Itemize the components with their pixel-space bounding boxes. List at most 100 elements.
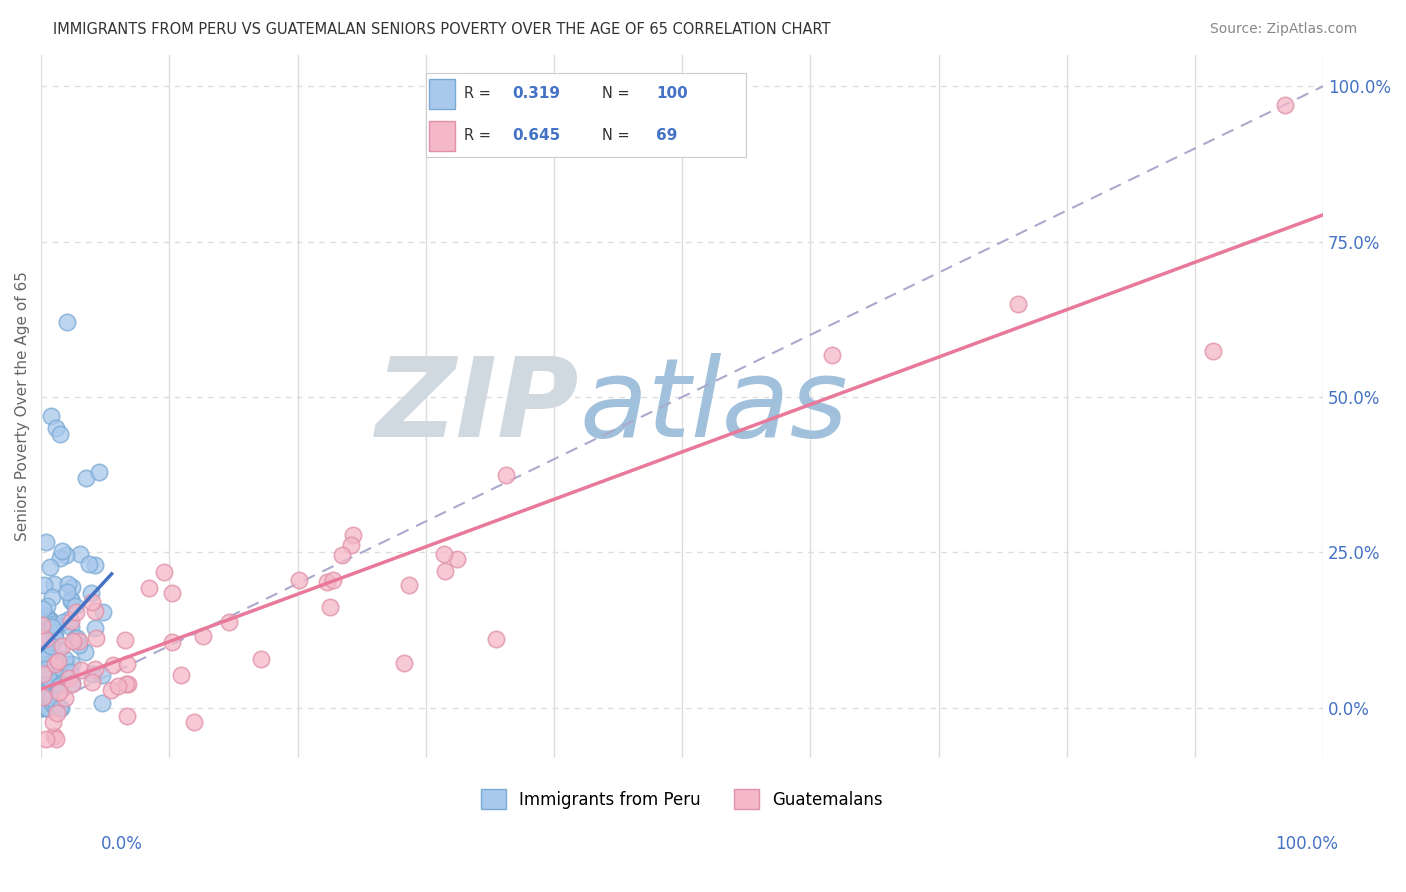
Point (152, 565, 174, 579)
Point (34, 649, 56, 664)
Point (38, 612, 60, 626)
Point (48, 654, 70, 668)
Text: ZIP: ZIP (375, 353, 579, 460)
Point (37, 599, 59, 613)
Point (31, 618, 53, 632)
Point (60, 675, 83, 690)
Point (87, 465, 110, 479)
Point (38, 637, 60, 651)
Point (48, 685, 70, 699)
Point (80, 594, 103, 608)
Point (39, 620, 62, 634)
Point (46, 641, 69, 656)
Point (91, 668, 114, 682)
Point (37, 667, 59, 681)
Point (288, 573, 311, 587)
Point (31, 602, 53, 616)
Point (322, 573, 344, 587)
Point (107, 680, 129, 694)
Point (42, 698, 65, 712)
Point (58, 671, 80, 685)
Point (35, 662, 58, 676)
Point (59, 591, 82, 606)
Point (35, 701, 58, 715)
Text: atlas: atlas (579, 353, 848, 460)
Point (392, 656, 415, 670)
Point (31, 617, 53, 632)
Point (66, 632, 89, 646)
Point (34, 642, 56, 657)
Point (49, 678, 72, 692)
Point (32, 667, 55, 681)
Text: Source: ZipAtlas.com: Source: ZipAtlas.com (1209, 22, 1357, 37)
Point (56, 576, 79, 591)
Point (162, 635, 184, 649)
Point (37, 618, 59, 632)
Point (1007, 297, 1029, 311)
Point (398, 577, 420, 591)
Point (80, 675, 103, 690)
Point (34, 662, 56, 676)
Point (45, 731, 67, 746)
Point (115, 677, 138, 691)
Point (35, 700, 58, 714)
Point (1202, 344, 1225, 359)
Point (90, 696, 112, 710)
Point (58, 612, 80, 626)
Point (73, 645, 96, 659)
Point (35, 731, 58, 746)
Point (60, 657, 83, 672)
Point (35, 630, 58, 644)
Point (77, 557, 100, 571)
Point (35, 701, 58, 715)
Point (69, 547, 91, 561)
Point (82, 667, 104, 681)
Point (51, 543, 73, 558)
Point (35, 680, 58, 694)
Point (319, 600, 342, 615)
Point (62, 634, 84, 648)
Point (65, 631, 87, 645)
Legend: Immigrants from Peru, Guatemalans: Immigrants from Peru, Guatemalans (474, 782, 890, 816)
Point (114, 633, 136, 648)
Point (67, 634, 90, 648)
Point (55, 548, 77, 562)
Point (60, 580, 83, 594)
Point (37, 628, 59, 642)
Point (432, 547, 454, 561)
Point (218, 615, 240, 629)
Point (42, 676, 65, 690)
Point (38, 701, 60, 715)
Point (52, 615, 75, 629)
Point (56, 584, 79, 599)
Point (250, 652, 273, 666)
Point (169, 667, 191, 681)
Point (38, 613, 60, 627)
Text: 100.0%: 100.0% (1275, 835, 1339, 853)
Point (62, 677, 84, 691)
Point (84, 621, 107, 635)
Point (84, 604, 107, 618)
Point (51, 677, 73, 691)
Point (55, 651, 77, 665)
Point (193, 629, 215, 643)
Point (38, 559, 60, 574)
Point (53, 690, 76, 705)
Point (38, 691, 60, 706)
Point (45, 701, 67, 715)
Point (45, 669, 67, 683)
Point (84, 558, 107, 572)
Point (48, 679, 70, 693)
Point (339, 538, 361, 552)
Point (42, 617, 65, 632)
Point (160, 586, 183, 600)
Point (31, 607, 53, 622)
Point (103, 658, 125, 673)
Point (37, 650, 59, 665)
Point (484, 632, 506, 646)
Point (49, 701, 72, 715)
Point (30, 701, 52, 715)
Point (30, 632, 52, 647)
Text: IMMIGRANTS FROM PERU VS GUATEMALAN SENIORS POVERTY OVER THE AGE OF 65 CORRELATIO: IMMIGRANTS FROM PERU VS GUATEMALAN SENIO… (53, 22, 831, 37)
Point (60, 594, 83, 608)
